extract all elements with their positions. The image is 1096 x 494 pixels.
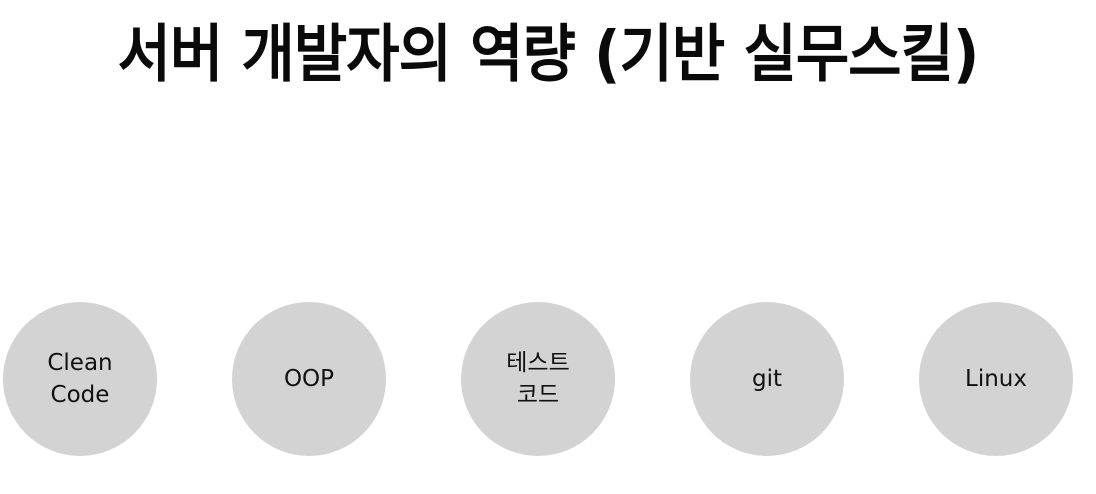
skill-circle-test-code: 테스트 코드 xyxy=(461,302,615,456)
skill-label: Linux xyxy=(965,366,1027,392)
slide-title: 서버 개발자의 역량 (기반 실무스킬) xyxy=(117,17,980,91)
skill-label: git xyxy=(751,366,782,392)
skill-label: OOP xyxy=(283,366,335,392)
skill-circle-linux: Linux xyxy=(919,302,1073,456)
skill-circle-clean-code: Clean Code xyxy=(3,302,157,456)
skill-label: 테스트 코드 xyxy=(506,350,570,408)
skills-row: Clean Code OOP 테스트 코드 git Linux xyxy=(0,302,1096,458)
skill-circle-oop: OOP xyxy=(232,302,386,456)
skill-circle-git: git xyxy=(690,302,844,456)
skill-label: Clean Code xyxy=(47,350,113,408)
